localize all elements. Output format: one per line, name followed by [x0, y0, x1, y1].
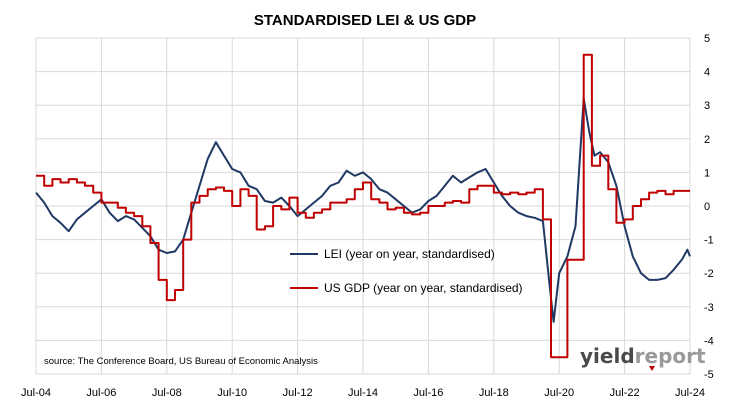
x-tick-label: Jul-18: [479, 387, 509, 399]
y-tick-label: -5: [704, 369, 714, 381]
legend: LEI (year on year, standardised) US GDP …: [290, 247, 523, 295]
x-tick-label: Jul-08: [152, 387, 182, 399]
y-tick-label: 1: [704, 167, 710, 179]
logo-accent-mark: [649, 366, 655, 371]
legend-label-gdp: US GDP (year on year, standardised): [324, 281, 523, 295]
y-tick-label: 0: [704, 201, 710, 213]
logo-text-yield: yield: [580, 344, 635, 368]
x-tick-label: Jul-06: [86, 387, 116, 399]
plot-area: [35, 37, 691, 375]
y-tick-label: -4: [704, 335, 714, 347]
x-tick-label: Jul-22: [610, 387, 640, 399]
x-tick-label: Jul-10: [217, 387, 247, 399]
y-tick-label: -2: [704, 268, 714, 280]
y-tick-label: 3: [704, 100, 710, 112]
x-tick-label: Jul-16: [413, 387, 443, 399]
y-tick-label: 4: [704, 67, 710, 79]
y-tick-label: 5: [704, 33, 710, 45]
x-tick-label: Jul-14: [348, 387, 378, 399]
y-tick-label: -1: [704, 235, 714, 247]
yieldreport-logo: yieldreport: [580, 344, 706, 371]
y-tick-label: -3: [704, 302, 714, 314]
series-line-lei: [35, 97, 691, 323]
source-note: source: The Conference Board, US Bureau …: [44, 356, 318, 367]
y-tick-label: 2: [704, 134, 710, 146]
series-line-gdp: [36, 53, 690, 359]
svg-text:yieldreport: yieldreport: [580, 344, 706, 368]
legend-label-lei: LEI (year on year, standardised): [324, 247, 495, 261]
series-layer: [35, 53, 691, 359]
axes: 5 4 3 2 1 0 -1 -2 -3 -4 -5 Jul-04 Jul-06 Jul-08 Jul-10…: [21, 33, 714, 399]
x-tick-label: Jul-12: [283, 387, 313, 399]
x-tick-label: Jul-24: [675, 387, 705, 399]
logo-text-report: report: [635, 344, 706, 368]
chart-title: STANDARDISED LEI & US GDP: [253, 12, 477, 29]
x-tick-label: Jul-04: [21, 387, 51, 399]
x-tick-label: Jul-20: [544, 387, 574, 399]
